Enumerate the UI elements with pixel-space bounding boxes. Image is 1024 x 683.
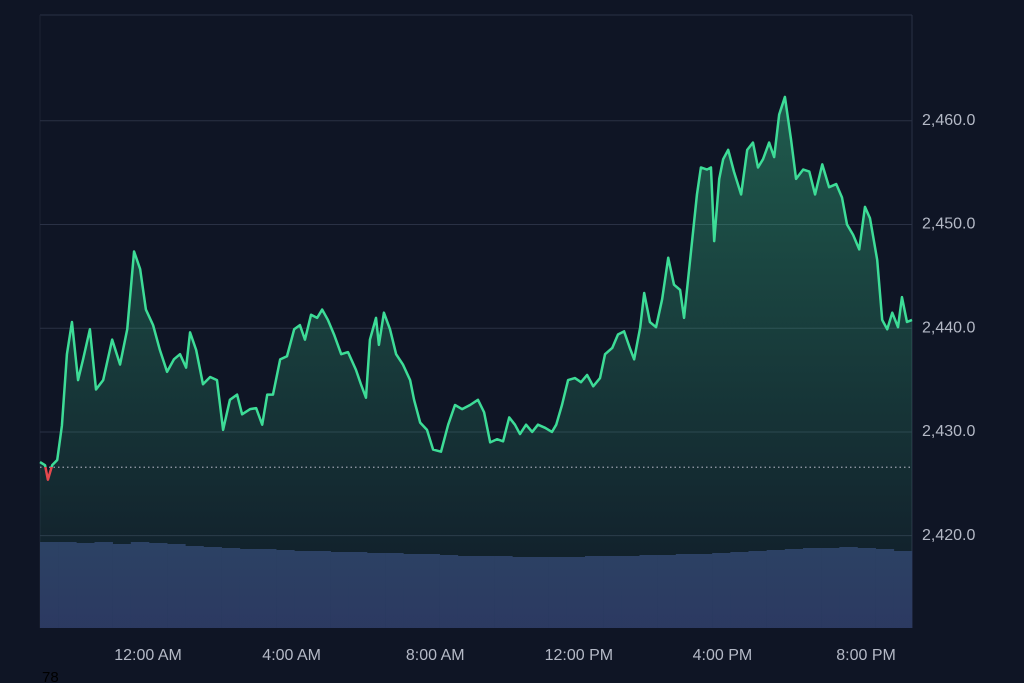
y-tick-label: 2,440.0	[922, 319, 975, 336]
corner-note: 78	[42, 669, 59, 683]
y-tick-label: 2,420.0	[922, 527, 975, 544]
x-tick-label: 8:00 AM	[406, 647, 465, 664]
x-tick-label: 12:00 AM	[114, 647, 182, 664]
x-tick-label: 4:00 PM	[693, 647, 753, 664]
y-tick-label: 2,460.0	[922, 112, 975, 129]
y-tick-label: 2,450.0	[922, 216, 975, 233]
x-tick-label: 8:00 PM	[836, 647, 896, 664]
x-tick-label: 12:00 PM	[545, 647, 613, 664]
x-tick-label: 4:00 AM	[262, 647, 321, 664]
y-tick-label: 2,430.0	[922, 423, 975, 440]
price-line	[39, 95, 913, 481]
